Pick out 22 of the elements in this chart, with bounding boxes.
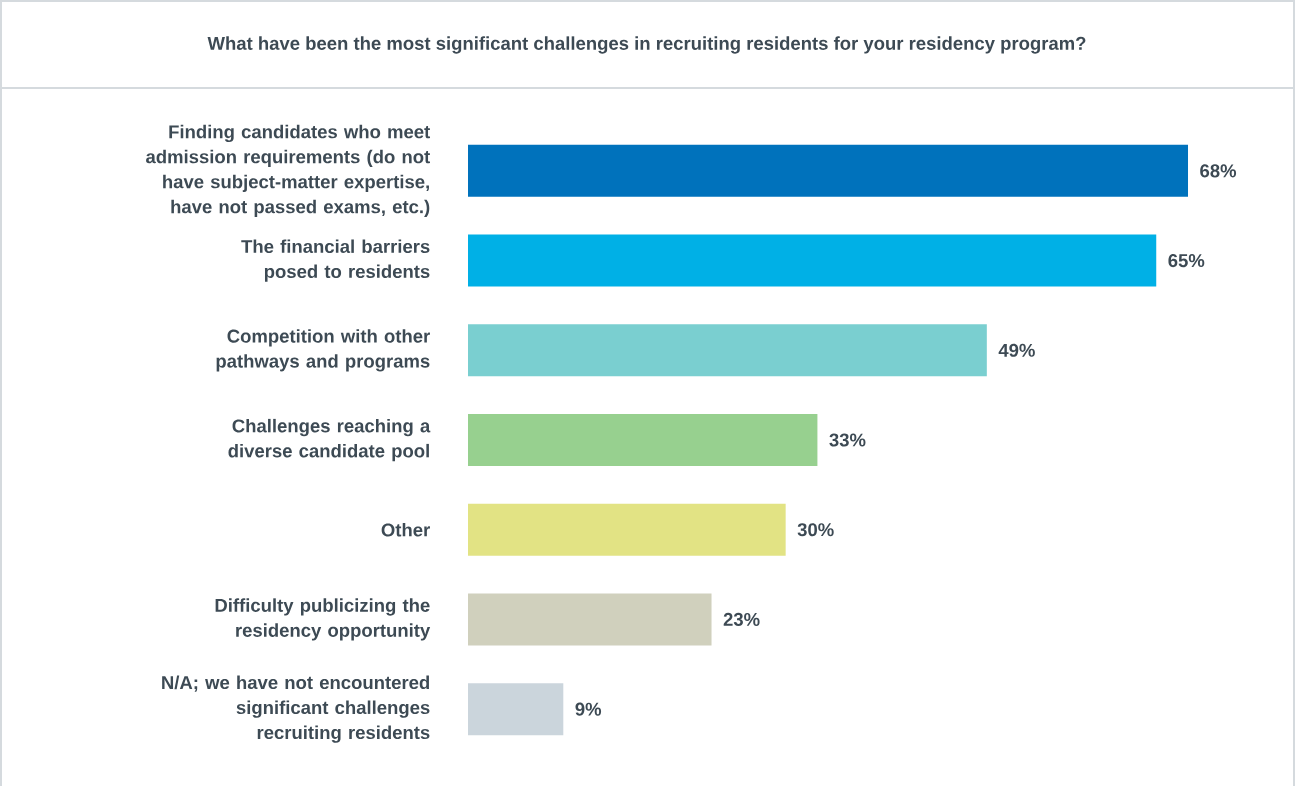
bar <box>468 414 818 467</box>
data-label: 23% <box>723 612 760 626</box>
data-label: 33% <box>829 433 866 447</box>
bar <box>468 593 712 646</box>
chart-title: What have been the most significant challenges in recruiting residents for your residency program? <box>207 36 1086 54</box>
y-tick-label: Challenges reaching a diverse candidate pool <box>228 418 431 462</box>
data-label: 30% <box>797 523 834 537</box>
bar <box>468 234 1157 287</box>
y-tick-label: Difficulty publicizing the residency opportunity <box>215 598 431 641</box>
data-label: 9% <box>575 702 602 716</box>
data-label: 68% <box>1200 164 1237 178</box>
bar <box>468 503 786 556</box>
y-tick-label: N/A; we have not encountered significant challenges recruiting residents <box>162 675 430 743</box>
y-tick-label: Competition with other pathways and programs <box>216 329 430 372</box>
bar <box>468 144 1189 197</box>
y-tick-label: The financial barriers posed to residents <box>241 239 430 282</box>
data-label: 49% <box>998 343 1035 357</box>
bar <box>468 683 564 736</box>
y-tick-label: Other <box>381 522 430 537</box>
y-tick-label: Finding candidates who meet admission requirements (do not have subject-matter expertise, have not passed exams, etc.) <box>146 124 431 217</box>
bar <box>468 324 987 377</box>
data-label: 65% <box>1168 254 1205 268</box>
